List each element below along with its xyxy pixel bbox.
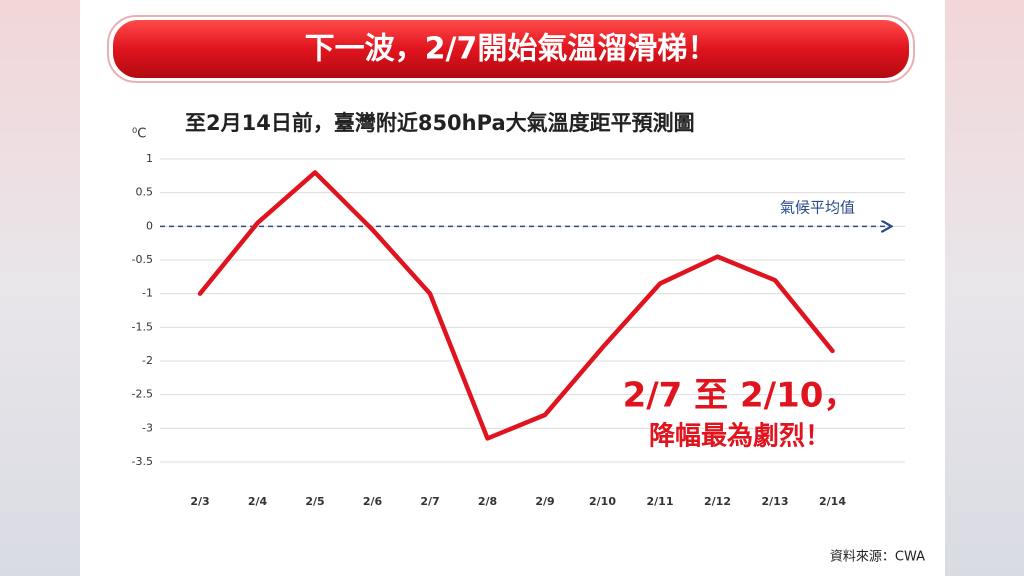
y-tick-label: 0.5 — [136, 186, 154, 199]
y-tick-label: 1 — [146, 152, 153, 165]
x-tick-label: 2/11 — [647, 495, 674, 508]
y-tick-label: -3 — [142, 421, 153, 434]
annotation: 2/7 至 2/10， — [623, 376, 858, 416]
x-tick-label: 2/10 — [589, 495, 616, 508]
x-tick-label: 2/9 — [535, 495, 554, 508]
line — [197, 170, 835, 441]
y-tick-label: -2.5 — [132, 388, 153, 401]
y-axis-label: ⁰C — [132, 127, 146, 142]
y-tick-label: -2 — [142, 354, 153, 367]
banner — [113, 20, 909, 78]
x-tick-label: 2/8 — [478, 495, 497, 508]
x-tick-label: 2/7 — [420, 495, 439, 508]
reference-label: 氣候平均值 — [780, 199, 855, 217]
x-tick-label: 2/4 — [248, 495, 268, 508]
x-tick-label: 2/3 — [190, 495, 209, 508]
x-tick-label: 2/13 — [762, 495, 789, 508]
x-tick-label: 2/5 — [305, 495, 324, 508]
y-tick-label: 0 — [146, 219, 153, 232]
x-tick-label: 2/6 — [363, 495, 383, 508]
y-tick-label: -3.5 — [132, 455, 153, 468]
x-tick-label: 2/14 — [819, 495, 846, 508]
y-tick-label: -1 — [142, 287, 153, 300]
banner-text: 下一波，2/7開始氣溫溜滑梯！ — [305, 32, 718, 67]
y-tick-label: -1.5 — [132, 320, 153, 333]
chart-title: 至2月14日前，臺灣附近850hPa大氣溫度距平預測圖 — [185, 111, 695, 135]
y-tick-label: -0.5 — [132, 253, 153, 266]
x-tick-label: 2/12 — [704, 495, 731, 508]
annotation: 降幅最為劇烈！ — [649, 422, 831, 452]
source: 資料來源：CWA — [830, 550, 925, 565]
panel — [80, 0, 945, 576]
